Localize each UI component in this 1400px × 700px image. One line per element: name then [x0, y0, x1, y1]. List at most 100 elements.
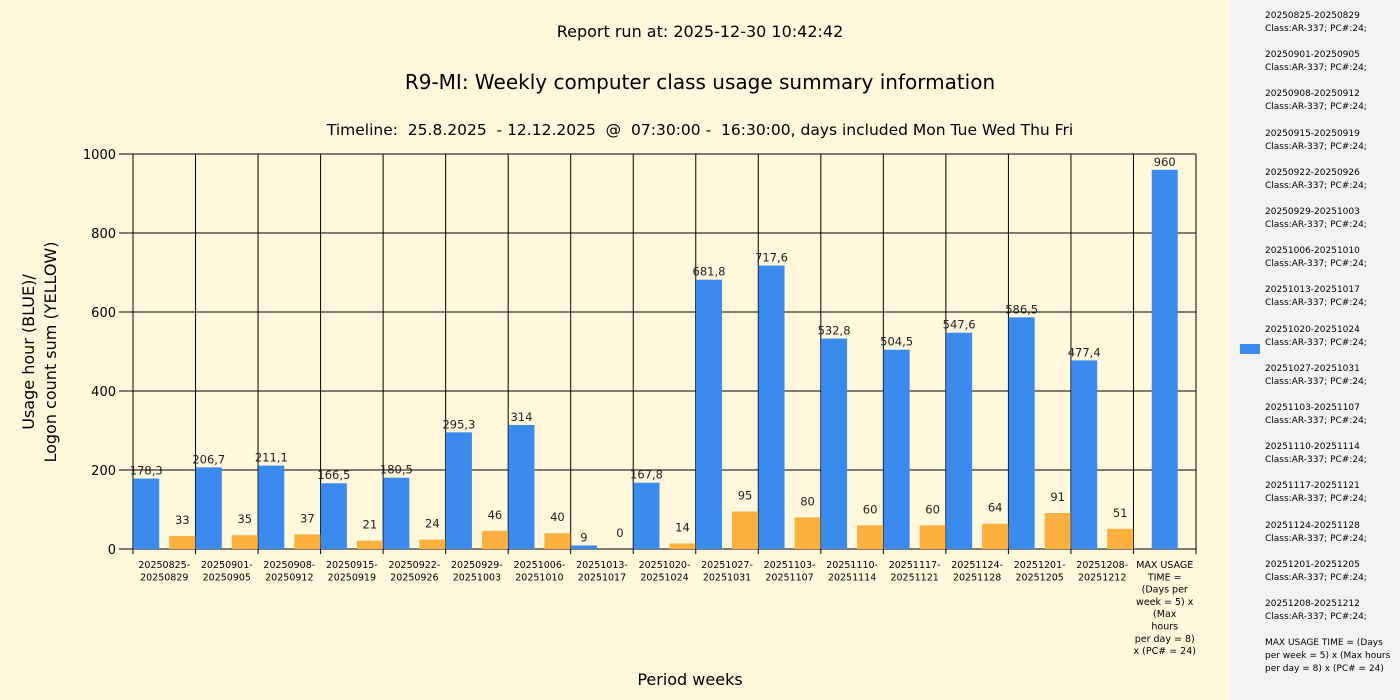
x-tick-label: 20251010: [515, 572, 563, 583]
usage-bar: [633, 482, 660, 549]
usage-bar-label: 314: [510, 410, 532, 424]
legend-item-class: Class:AR-337; PC#:24;: [1265, 298, 1367, 309]
legend-item-class: Class:AR-337; PC#:24;: [1265, 494, 1367, 505]
usage-bar-label: 717,6: [755, 251, 788, 265]
usage-bar: [508, 424, 535, 549]
y-tick-label: 400: [91, 385, 116, 400]
legend-item-period: 20251110-20251114: [1265, 442, 1360, 453]
legend-item-period: 20251208-20251212: [1265, 599, 1360, 609]
logon-bar-label: 60: [925, 502, 940, 516]
usage-bar: [258, 465, 285, 549]
usage-bar-label: 295,3: [442, 417, 475, 431]
x-tick-label: 20250926: [390, 572, 438, 583]
usage-bar: [1151, 169, 1178, 550]
legend-item-class: Class:AR-337; PC#:24;: [1265, 376, 1367, 387]
usage-bar: [696, 279, 723, 549]
legend-item-class: Class:AR-337; PC#:24;: [1265, 533, 1367, 544]
usage-bar: [946, 332, 973, 549]
x-tick-label: 20251117-: [889, 560, 941, 571]
legend-item: 20250915-20250919 Class:AR-337; PC#:24;: [1265, 128, 1395, 154]
legend-item-period: 20251006-20251010: [1265, 246, 1360, 257]
legend-item-class: Class:AR-337; PC#:24;: [1265, 572, 1367, 583]
x-tick-label: 20251103-: [764, 560, 816, 571]
usage-bar-label: 477,4: [1068, 345, 1101, 359]
logon-bar: [794, 517, 821, 549]
usage-bar: [1008, 317, 1035, 549]
legend-item: 20251020-20251024 Class:AR-337; PC#:24;: [1265, 324, 1395, 350]
legend-item: 20251208-20251212 Class:AR-337; PC#:24;: [1265, 598, 1395, 624]
legend-item-class: Class:AR-337; PC#:24;: [1265, 337, 1367, 348]
logon-bar: [919, 525, 946, 549]
y-tick-label: 600: [91, 306, 116, 321]
x-tick-label: 20251201-: [1014, 560, 1066, 571]
usage-bar-label: 211,1: [255, 451, 288, 465]
x-tick-label: 20250915-: [326, 560, 378, 571]
legend-item-class: Class:AR-337; PC#:24;: [1265, 455, 1367, 466]
usage-bar: [133, 478, 160, 549]
logon-bar-label: 35: [237, 512, 252, 526]
x-tick-label: 20250901-: [201, 560, 253, 571]
x-tick-label: 20251031: [703, 572, 751, 583]
usage-bar: [883, 349, 910, 549]
usage-bar-label: 166,5: [317, 468, 350, 482]
usage-bar: [570, 545, 597, 549]
legend-item-class: Class:AR-337; PC#:24;: [1265, 102, 1367, 113]
usage-bar-label: 9: [580, 530, 587, 544]
legend-item-class: Class:AR-337; PC#:24;: [1265, 180, 1367, 191]
logon-bar: [481, 530, 508, 549]
legend-item-period: 20251124-20251128: [1265, 520, 1360, 531]
legend-item: 20251013-20251017 Class:AR-337; PC#:24;: [1265, 284, 1395, 310]
legend-item-period: 20251020-20251024: [1265, 324, 1360, 335]
legend-item: 20251006-20251010 Class:AR-337; PC#:24;: [1265, 245, 1395, 271]
legend-item-max-usage: MAX USAGE TIME = (Days per week = 5) x (…: [1265, 637, 1395, 676]
logon-bar-label: 14: [675, 520, 690, 534]
y-tick-label: 200: [91, 464, 116, 479]
x-tick-label: 20251124-: [951, 560, 1003, 571]
legend-item: 20250922-20250926 Class:AR-337; PC#:24;: [1265, 167, 1395, 193]
logon-bar: [1044, 513, 1071, 549]
logon-bar-label: 37: [300, 511, 315, 525]
usage-bar: [383, 477, 410, 549]
usage-bar-label: 504,5: [880, 335, 913, 349]
logon-bar: [1107, 528, 1134, 549]
legend-item-period: 20251103-20251107: [1265, 403, 1360, 413]
legend-item-class: Class:AR-337; PC#:24;: [1265, 24, 1367, 34]
legend-item-class: Class:AR-337; PC#:24;: [1265, 63, 1367, 74]
x-tick-label: 20251003: [453, 572, 501, 583]
x-tick-label: 20250919: [328, 572, 376, 583]
legend-item-period: 20250922-20250926: [1265, 167, 1360, 178]
logon-bar-label: 51: [1113, 506, 1128, 520]
logon-bar: [231, 535, 258, 549]
legend-item: 20251117-20251121 Class:AR-337; PC#:24;: [1265, 480, 1395, 506]
x-tick-label: 20251205: [1015, 572, 1063, 583]
legend-item-period: 20250929-20251003: [1265, 207, 1360, 217]
legend-item-period: 20250908-20250912: [1265, 89, 1360, 100]
legend-item: 20251103-20251107 Class:AR-337; PC#:24;: [1265, 402, 1395, 428]
legend-item: 20250929-20251003 Class:AR-337; PC#:24;: [1265, 206, 1395, 232]
usage-bar-label: 206,7: [192, 452, 225, 466]
x-tick-label: (Days per: [1142, 585, 1188, 596]
logon-bar-label: 33: [175, 513, 190, 527]
usage-bar-label: 532,8: [818, 324, 851, 338]
legend-item-class: Class:AR-337; PC#:24;: [1265, 416, 1367, 426]
logon-bar: [419, 539, 446, 549]
legend-item-period: 20251117-20251121: [1265, 481, 1360, 492]
x-tick-label: (Max: [1153, 609, 1177, 620]
usage-bar-label: 178,3: [130, 464, 163, 478]
legend-item-class: Class:AR-337; PC#:24;: [1265, 259, 1367, 270]
x-tick-label: 20250922-: [388, 560, 440, 571]
usage-bar: [758, 265, 785, 549]
x-tick-label: 20250912: [265, 572, 313, 583]
usage-bar-label: 586,5: [1005, 302, 1038, 316]
logon-bar-label: 64: [988, 501, 1003, 515]
logon-bar: [732, 511, 759, 549]
y-tick-label: 1000: [83, 148, 116, 163]
x-tick-label: 20251208-: [1076, 560, 1128, 571]
logon-bar: [544, 533, 571, 549]
legend-item-period: 20250901-20250905: [1265, 50, 1360, 61]
logon-bar: [294, 534, 321, 549]
x-tick-label: 20251006-: [514, 560, 566, 571]
legend-item-period: 20251013-20251017: [1265, 285, 1360, 296]
x-tick-label: TIME =: [1147, 572, 1182, 583]
bar-chart: 02004006008001000178,33320250825-2025082…: [83, 148, 1197, 657]
